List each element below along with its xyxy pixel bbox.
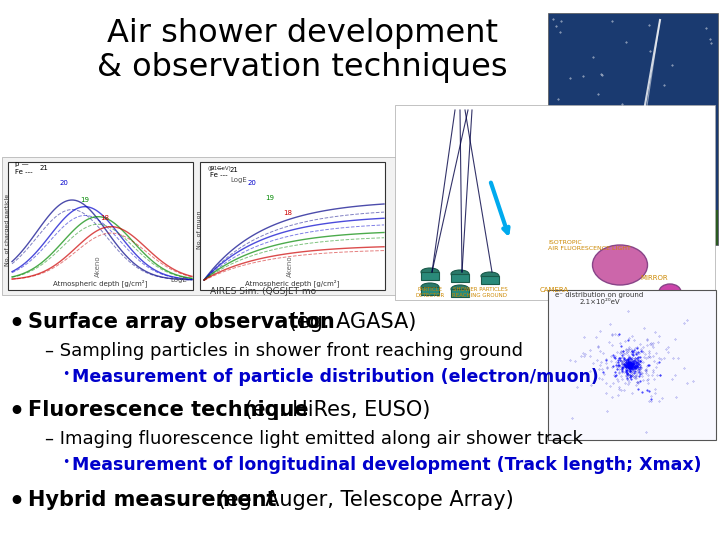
Ellipse shape	[593, 245, 647, 285]
Text: Fe ---: Fe ---	[210, 172, 228, 178]
Text: 20: 20	[60, 180, 69, 186]
Text: Surface array observation: Surface array observation	[28, 312, 335, 332]
Text: Atmospheric depth [g/cm²]: Atmospheric depth [g/cm²]	[53, 279, 147, 287]
FancyBboxPatch shape	[548, 290, 716, 440]
Text: Atmospheric depth [g/cm²]: Atmospheric depth [g/cm²]	[245, 279, 339, 287]
FancyBboxPatch shape	[2, 157, 397, 295]
Text: •: •	[8, 400, 24, 424]
Text: 21: 21	[230, 167, 239, 173]
Text: Measurement of longitudinal development (Track length; Xmax): Measurement of longitudinal development …	[72, 456, 701, 474]
Text: SHOWER PARTICLES
REACHING GROUND: SHOWER PARTICLES REACHING GROUND	[452, 287, 508, 298]
Text: PARTICLE
DETECTOR: PARTICLE DETECTOR	[415, 287, 445, 298]
Text: & observation techniques: & observation techniques	[97, 52, 508, 83]
Text: 18: 18	[283, 210, 292, 216]
Text: p —: p —	[210, 165, 224, 171]
Text: AIRES Sim. (QGSJET mo: AIRES Sim. (QGSJET mo	[210, 287, 316, 296]
Text: Fluorescence technique: Fluorescence technique	[28, 400, 309, 420]
Text: (eg. AGASA): (eg. AGASA)	[282, 312, 416, 332]
Bar	[451, 289, 469, 297]
Bar	[451, 274, 469, 282]
Text: No. of muon: No. of muon	[197, 211, 202, 249]
Text: Air shower development: Air shower development	[107, 18, 498, 49]
FancyBboxPatch shape	[548, 13, 718, 245]
Bar	[421, 272, 439, 280]
Text: 19: 19	[80, 197, 89, 203]
Ellipse shape	[451, 285, 469, 293]
Text: (eg. HiRes, EUSO): (eg. HiRes, EUSO)	[238, 400, 431, 420]
Text: (eg. Auger, Telescope Array): (eg. Auger, Telescope Array)	[211, 490, 514, 510]
Text: •: •	[62, 368, 69, 381]
Text: Akeno: Akeno	[95, 255, 101, 277]
Bar	[421, 287, 439, 295]
Text: 19: 19	[265, 195, 274, 201]
Text: 18: 18	[100, 215, 109, 221]
Ellipse shape	[659, 284, 681, 300]
Text: – Imaging fluorescence light emitted along air shower track: – Imaging fluorescence light emitted alo…	[45, 430, 583, 448]
Ellipse shape	[481, 272, 499, 280]
Text: 2.1×10²⁰eV: 2.1×10²⁰eV	[580, 299, 621, 305]
FancyBboxPatch shape	[8, 162, 193, 290]
Text: CAMERA: CAMERA	[540, 287, 569, 293]
Text: (>1GeV): (>1GeV)	[208, 166, 232, 171]
Text: •: •	[8, 490, 24, 514]
Text: Akeno: Akeno	[287, 255, 293, 277]
Text: – Sampling particles in shower front reaching ground: – Sampling particles in shower front rea…	[45, 342, 523, 360]
Text: MIRROR: MIRROR	[640, 275, 667, 281]
Text: ISOTROPIC
AIR FLUORESCENCE LIGHT: ISOTROPIC AIR FLUORESCENCE LIGHT	[548, 240, 631, 251]
Text: 21: 21	[40, 165, 49, 171]
FancyBboxPatch shape	[548, 210, 718, 245]
Text: Measurement of particle distribution (electron/muon): Measurement of particle distribution (el…	[72, 368, 599, 386]
Text: e⁻ distribution on ground: e⁻ distribution on ground	[555, 292, 643, 298]
Text: 20: 20	[248, 180, 257, 186]
FancyBboxPatch shape	[200, 162, 385, 290]
Ellipse shape	[421, 268, 439, 276]
Text: LogE: LogE	[230, 177, 247, 183]
Text: Hybrid measurement: Hybrid measurement	[28, 490, 276, 510]
Text: •: •	[8, 312, 24, 336]
Ellipse shape	[421, 283, 439, 291]
Bar	[481, 276, 499, 284]
Text: No. of charged particle: No. of charged particle	[5, 194, 10, 266]
FancyBboxPatch shape	[395, 105, 715, 300]
Text: •: •	[62, 456, 69, 469]
Text: LogE: LogE	[170, 277, 186, 283]
Text: p —: p —	[15, 161, 29, 167]
Text: Fe ---: Fe ---	[15, 169, 32, 175]
Ellipse shape	[451, 270, 469, 278]
